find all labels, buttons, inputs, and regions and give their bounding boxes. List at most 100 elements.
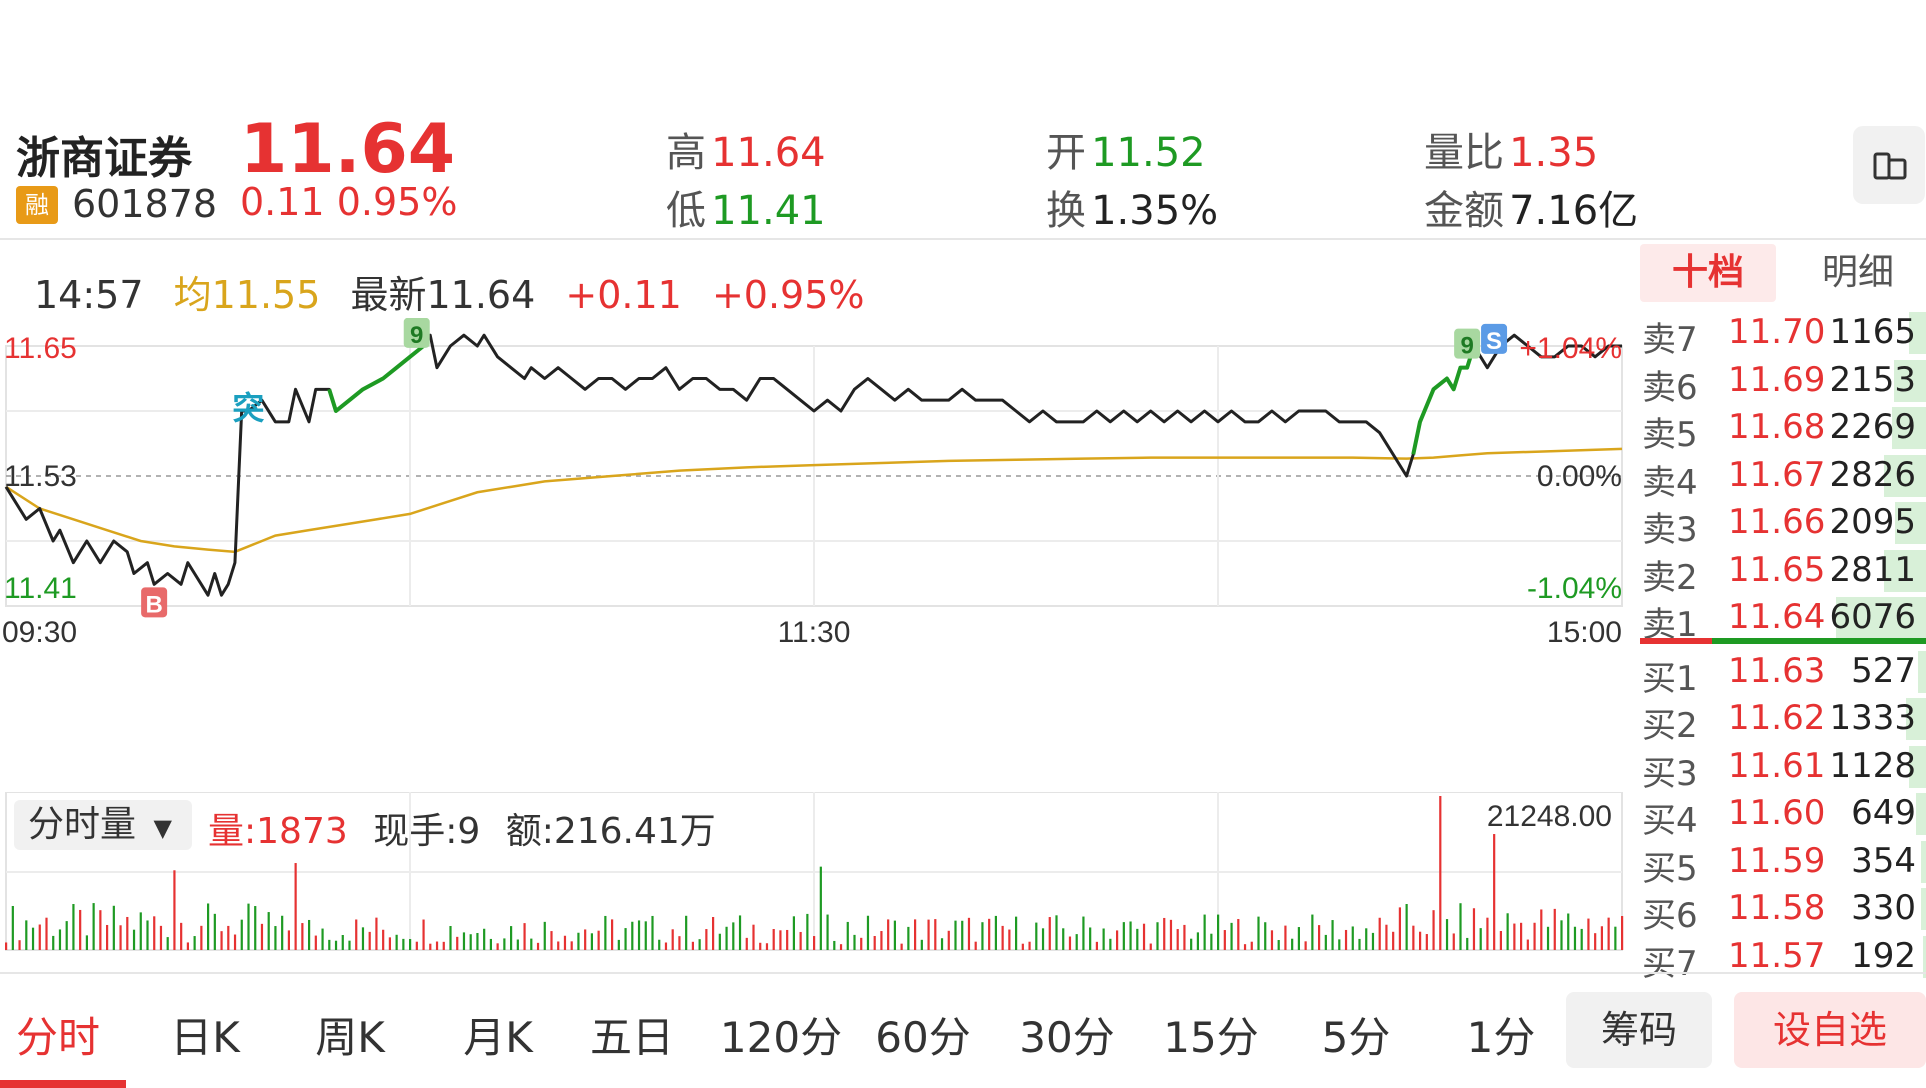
buy-level-row[interactable]: 买4 11.60 649 xyxy=(1640,791,1926,841)
volume-bar xyxy=(1048,917,1051,950)
volume-bar xyxy=(207,903,210,950)
nav-tab-period-10[interactable]: 1分 xyxy=(1466,1013,1536,1062)
volume-bar xyxy=(1068,936,1072,950)
volume-type-dropdown[interactable]: 分时量 ▼ xyxy=(14,800,192,850)
volume-amount: 额:216.41万 xyxy=(505,811,716,852)
volume-bar xyxy=(1028,941,1031,950)
volume-bar xyxy=(981,922,984,950)
level-price: 11.65 xyxy=(1728,549,1826,590)
volume-bar xyxy=(1270,930,1274,950)
volume-bar xyxy=(1129,921,1132,950)
current-hand: 现手:9 xyxy=(373,811,481,852)
level-label: 买2 xyxy=(1642,706,1698,746)
volume-bar xyxy=(186,942,189,950)
level-label: 买6 xyxy=(1642,896,1698,936)
volume-bar xyxy=(1553,908,1556,950)
buy-level-row[interactable]: 买6 11.58 330 xyxy=(1640,886,1926,936)
intraday-price-chart[interactable]: B突9 9 S 11.6511.5311.41+1.04%0.00%-1.04%09… xyxy=(0,318,1628,788)
volume-bar xyxy=(705,929,708,950)
volume-bar xyxy=(523,923,526,950)
marker-badge xyxy=(403,318,430,348)
volume-chart[interactable]: 21248.00 xyxy=(0,792,1628,952)
nav-tab-period-7[interactable]: 30分 xyxy=(1019,1013,1115,1062)
nav-tab-period-6[interactable]: 60分 xyxy=(875,1013,971,1062)
layout-switch-icon xyxy=(1873,152,1907,180)
tab-trade-detail[interactable]: 明细 xyxy=(1821,252,1894,293)
level-label: 卖3 xyxy=(1642,510,1698,550)
volume-bar xyxy=(530,938,533,950)
volume-bar xyxy=(893,920,896,950)
level-volume-bar xyxy=(1921,840,1926,883)
volume-bar xyxy=(1217,914,1220,950)
nav-tab-period-2[interactable]: 周K xyxy=(315,1013,385,1062)
sell-level-row[interactable]: 卖4 11.67 2826 xyxy=(1640,453,1926,503)
info-change: +0.11 xyxy=(565,273,682,317)
info-change-pct: +0.95% xyxy=(711,273,865,317)
nav-tab-period-8[interactable]: 15分 xyxy=(1163,1013,1259,1062)
nav-tab-intraday[interactable]: 分时 xyxy=(15,1013,100,1062)
low-stat: 低 11.41 xyxy=(666,178,826,236)
volume-bar xyxy=(1149,943,1152,950)
sell-level-row[interactable]: 卖1 11.64 6076 xyxy=(1640,595,1926,645)
level-volume-bar xyxy=(1884,549,1926,592)
volume-bar xyxy=(1102,928,1105,950)
sell-level-row[interactable]: 卖3 11.66 2095 xyxy=(1640,500,1926,550)
sell-level-row[interactable]: 卖7 11.70 1165 xyxy=(1640,310,1926,360)
level-label: 卖7 xyxy=(1642,320,1698,360)
sell-level-row[interactable]: 卖5 11.68 2269 xyxy=(1640,405,1926,455)
layout-switch-button[interactable] xyxy=(1853,126,1925,204)
volume-bar xyxy=(449,926,452,950)
nav-tab-period-5[interactable]: 120分 xyxy=(719,1013,843,1062)
nav-tab-period-1[interactable]: 日K xyxy=(170,1013,240,1062)
volume-bar xyxy=(476,933,479,950)
volume-bar xyxy=(92,903,95,950)
volume-bar xyxy=(994,915,997,950)
buy-level-row[interactable]: 买2 11.62 1333 xyxy=(1640,696,1926,746)
stock-code: 601878 xyxy=(72,182,218,226)
volume-bar xyxy=(536,942,540,950)
y-left-tick: 11.65 xyxy=(4,332,77,365)
volume-bar xyxy=(25,920,28,950)
nav-tab-period-3[interactable]: 月K xyxy=(463,1013,533,1062)
chips-button[interactable]: 筹码 xyxy=(1566,992,1712,1068)
volume-bar xyxy=(132,929,136,950)
volume-bar xyxy=(139,912,142,950)
orderbook-divider xyxy=(1640,638,1926,644)
volume-bar xyxy=(792,916,795,950)
volume-bar xyxy=(1351,926,1354,950)
volume-bar xyxy=(341,935,344,950)
volume-bar xyxy=(1075,934,1078,950)
volume-bar xyxy=(1297,927,1300,950)
buy-level-row[interactable]: 买5 11.59 354 xyxy=(1640,839,1926,889)
tab-ten-levels[interactable]: 十档 xyxy=(1640,244,1776,302)
stock-name: 浙商证券 xyxy=(16,133,192,184)
volume-bar xyxy=(1607,917,1610,950)
volume-bar xyxy=(469,934,472,950)
volume-bar xyxy=(409,939,412,950)
buy-level-row[interactable]: 买1 11.63 527 xyxy=(1640,649,1926,699)
volume-bar xyxy=(153,916,156,950)
level-volume: 1128 xyxy=(1829,745,1916,786)
volume-ratio-stat: 量比 1.35 xyxy=(1424,120,1598,178)
volume-bar xyxy=(1190,938,1193,950)
add-watchlist-button[interactable]: 设自选 xyxy=(1734,992,1926,1068)
sell-level-row[interactable]: 卖2 11.65 2811 xyxy=(1640,548,1926,598)
volume-bar xyxy=(1250,941,1253,950)
volume-bar xyxy=(355,919,358,950)
level-volume: 2095 xyxy=(1829,502,1916,542)
level-volume-bar xyxy=(1836,597,1926,639)
volume-bar xyxy=(1580,928,1583,950)
sell-level-row[interactable]: 卖6 11.69 2153 xyxy=(1640,358,1926,408)
volume-info: 量:1873 现手:9 额:216.41万 xyxy=(208,802,716,854)
level-volume: 2811 xyxy=(1829,549,1916,590)
buy-level-row[interactable]: 买3 11.61 1128 xyxy=(1640,744,1926,794)
level-volume: 1165 xyxy=(1829,312,1916,352)
level-volume: 330 xyxy=(1851,888,1916,928)
volume-bar xyxy=(5,942,8,950)
volume-bar xyxy=(833,940,836,950)
marker-badge xyxy=(1454,328,1481,359)
nav-tab-period-9[interactable]: 5分 xyxy=(1321,1013,1391,1062)
nav-tab-period-4[interactable]: 五日 xyxy=(589,1013,674,1062)
volume-bar xyxy=(442,941,445,950)
buy-level-row[interactable]: 买7 11.57 192 xyxy=(1640,934,1926,984)
